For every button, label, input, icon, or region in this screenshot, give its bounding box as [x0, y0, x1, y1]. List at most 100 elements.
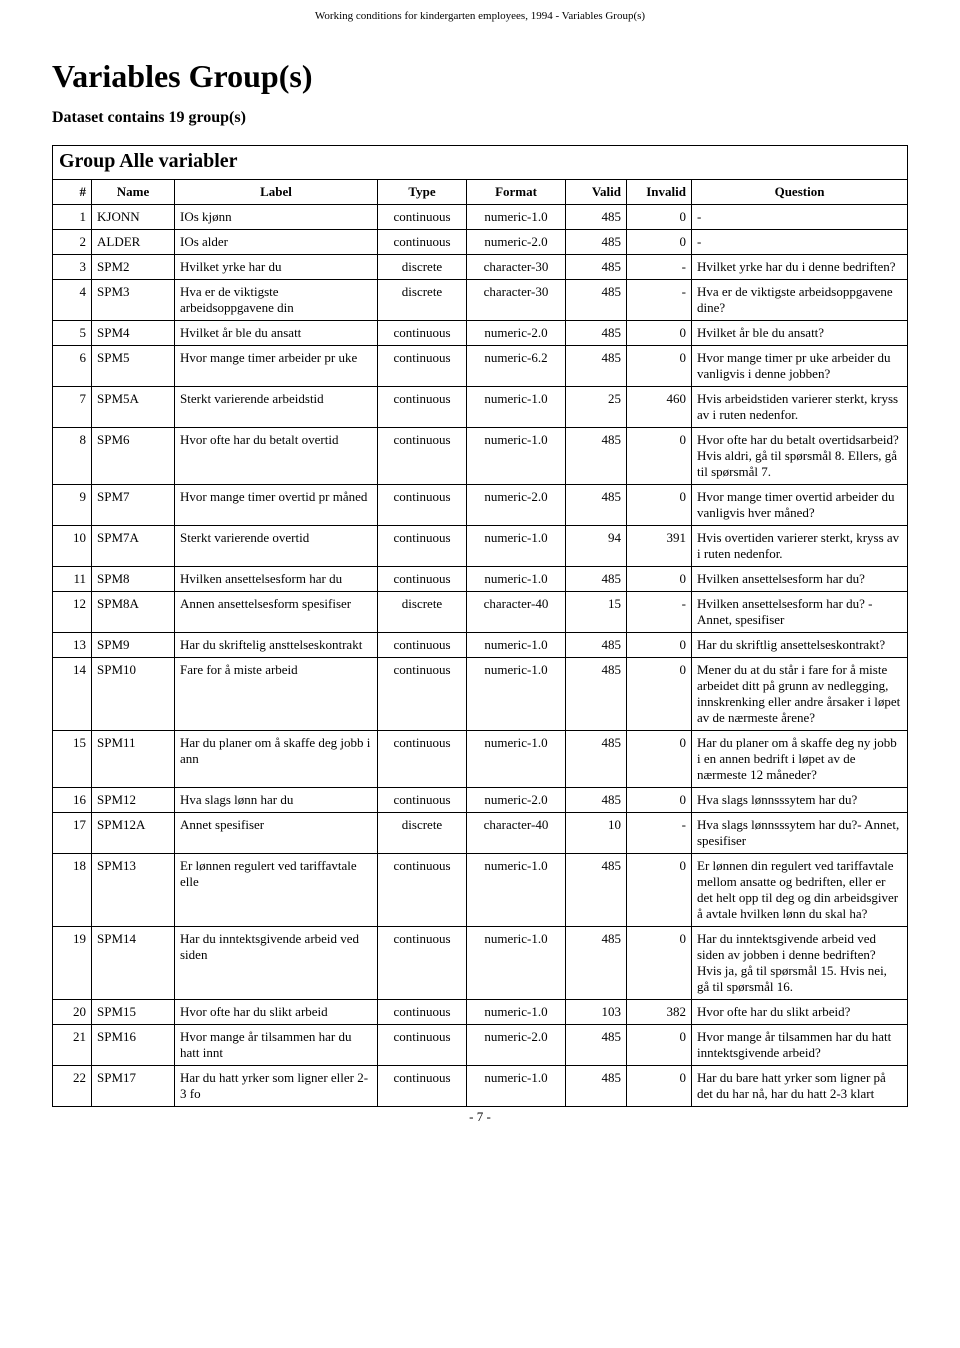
cell-valid: 485	[566, 633, 627, 658]
cell-n: 17	[53, 813, 92, 854]
table-row: 18SPM13Er lønnen regulert ved tariffavta…	[53, 854, 907, 927]
cell-q: -	[692, 230, 908, 255]
cell-name: SPM9	[92, 633, 175, 658]
cell-n: 20	[53, 1000, 92, 1025]
cell-n: 15	[53, 731, 92, 788]
cell-fmt: numeric-2.0	[467, 230, 566, 255]
cell-n: 22	[53, 1066, 92, 1107]
cell-type: continuous	[378, 658, 467, 731]
group-box: Group Alle variabler # Name Label Type F…	[52, 145, 908, 1107]
cell-fmt: numeric-2.0	[467, 485, 566, 526]
cell-inv: 0	[627, 731, 692, 788]
cell-valid: 485	[566, 485, 627, 526]
cell-q: Hvor mange år tilsammen har du hatt innt…	[692, 1025, 908, 1066]
cell-label: Annen ansettelsesform spesifiser	[175, 592, 378, 633]
page-header: Working conditions for kindergarten empl…	[52, 0, 908, 58]
cell-valid: 485	[566, 1066, 627, 1107]
cell-fmt: numeric-1.0	[467, 205, 566, 230]
col-header-valid: Valid	[566, 180, 627, 205]
table-row: 20SPM15Hvor ofte har du slikt arbeidcont…	[53, 1000, 907, 1025]
cell-label: Hvilket yrke har du	[175, 255, 378, 280]
cell-fmt: numeric-1.0	[467, 927, 566, 1000]
cell-type: continuous	[378, 567, 467, 592]
cell-name: SPM16	[92, 1025, 175, 1066]
cell-type: discrete	[378, 255, 467, 280]
cell-fmt: numeric-1.0	[467, 428, 566, 485]
table-row: 14SPM10Fare for å miste arbeidcontinuous…	[53, 658, 907, 731]
cell-fmt: numeric-2.0	[467, 788, 566, 813]
table-row: 1KJONNIOs kjønncontinuousnumeric-1.04850…	[53, 205, 907, 230]
table-row: 22SPM17Har du hatt yrker som ligner elle…	[53, 1066, 907, 1107]
cell-fmt: numeric-1.0	[467, 387, 566, 428]
cell-valid: 103	[566, 1000, 627, 1025]
cell-type: continuous	[378, 1066, 467, 1107]
cell-q: Har du bare hatt yrker som ligner på det…	[692, 1066, 908, 1107]
cell-inv: -	[627, 592, 692, 633]
table-row: 19SPM14Har du inntektsgivende arbeid ved…	[53, 927, 907, 1000]
cell-label: Har du hatt yrker som ligner eller 2-3 f…	[175, 1066, 378, 1107]
group-title: Group Alle variabler	[53, 146, 907, 180]
cell-n: 2	[53, 230, 92, 255]
cell-label: IOs kjønn	[175, 205, 378, 230]
col-header-num: #	[53, 180, 92, 205]
cell-n: 5	[53, 321, 92, 346]
cell-q: Hvor ofte har du betalt overtidsarbeid? …	[692, 428, 908, 485]
cell-n: 3	[53, 255, 92, 280]
cell-type: continuous	[378, 526, 467, 567]
cell-n: 8	[53, 428, 92, 485]
cell-q: Hvor mange timer pr uke arbeider du vanl…	[692, 346, 908, 387]
cell-fmt: character-30	[467, 255, 566, 280]
table-row: 11SPM8Hvilken ansettelsesform har ducont…	[53, 567, 907, 592]
page-footer: - 7 -	[52, 1107, 908, 1125]
cell-fmt: numeric-1.0	[467, 567, 566, 592]
cell-inv: -	[627, 255, 692, 280]
cell-q: Er lønnen din regulert ved tariffavtale …	[692, 854, 908, 927]
cell-type: discrete	[378, 592, 467, 633]
cell-name: SPM13	[92, 854, 175, 927]
table-row: 2ALDERIOs aldercontinuousnumeric-2.04850…	[53, 230, 907, 255]
cell-label: Har du skriftelig ansttelseskontrakt	[175, 633, 378, 658]
cell-fmt: numeric-2.0	[467, 1025, 566, 1066]
cell-label: Sterkt varierende overtid	[175, 526, 378, 567]
cell-q: Hvilken ansettelsesform har du?	[692, 567, 908, 592]
cell-label: Hvilken ansettelsesform har du	[175, 567, 378, 592]
cell-n: 7	[53, 387, 92, 428]
cell-type: continuous	[378, 788, 467, 813]
cell-type: continuous	[378, 428, 467, 485]
cell-valid: 25	[566, 387, 627, 428]
col-header-question: Question	[692, 180, 908, 205]
table-row: 3SPM2Hvilket yrke har dudiscretecharacte…	[53, 255, 907, 280]
table-row: 4SPM3Hva er de viktigste arbeidsoppgaven…	[53, 280, 907, 321]
cell-name: SPM12	[92, 788, 175, 813]
cell-inv: 0	[627, 633, 692, 658]
cell-name: SPM7A	[92, 526, 175, 567]
cell-n: 16	[53, 788, 92, 813]
cell-inv: 0	[627, 1066, 692, 1107]
table-row: 7SPM5ASterkt varierende arbeidstidcontin…	[53, 387, 907, 428]
cell-inv: 0	[627, 854, 692, 927]
cell-name: KJONN	[92, 205, 175, 230]
cell-name: SPM7	[92, 485, 175, 526]
cell-valid: 485	[566, 658, 627, 731]
cell-valid: 485	[566, 255, 627, 280]
cell-n: 6	[53, 346, 92, 387]
cell-inv: 0	[627, 321, 692, 346]
cell-q: Hvor ofte har du slikt arbeid?	[692, 1000, 908, 1025]
cell-name: SPM14	[92, 927, 175, 1000]
cell-type: continuous	[378, 485, 467, 526]
cell-fmt: numeric-1.0	[467, 526, 566, 567]
cell-name: SPM2	[92, 255, 175, 280]
cell-n: 14	[53, 658, 92, 731]
cell-type: continuous	[378, 927, 467, 1000]
table-row: 15SPM11Har du planer om å skaffe deg job…	[53, 731, 907, 788]
cell-valid: 485	[566, 230, 627, 255]
cell-inv: 0	[627, 567, 692, 592]
cell-name: SPM3	[92, 280, 175, 321]
table-row: 16SPM12Hva slags lønn har ducontinuousnu…	[53, 788, 907, 813]
table-row: 9SPM7Hvor mange timer overtid pr månedco…	[53, 485, 907, 526]
cell-n: 1	[53, 205, 92, 230]
cell-valid: 485	[566, 346, 627, 387]
cell-valid: 485	[566, 788, 627, 813]
cell-q: Hvilket år ble du ansatt?	[692, 321, 908, 346]
cell-label: Fare for å miste arbeid	[175, 658, 378, 731]
